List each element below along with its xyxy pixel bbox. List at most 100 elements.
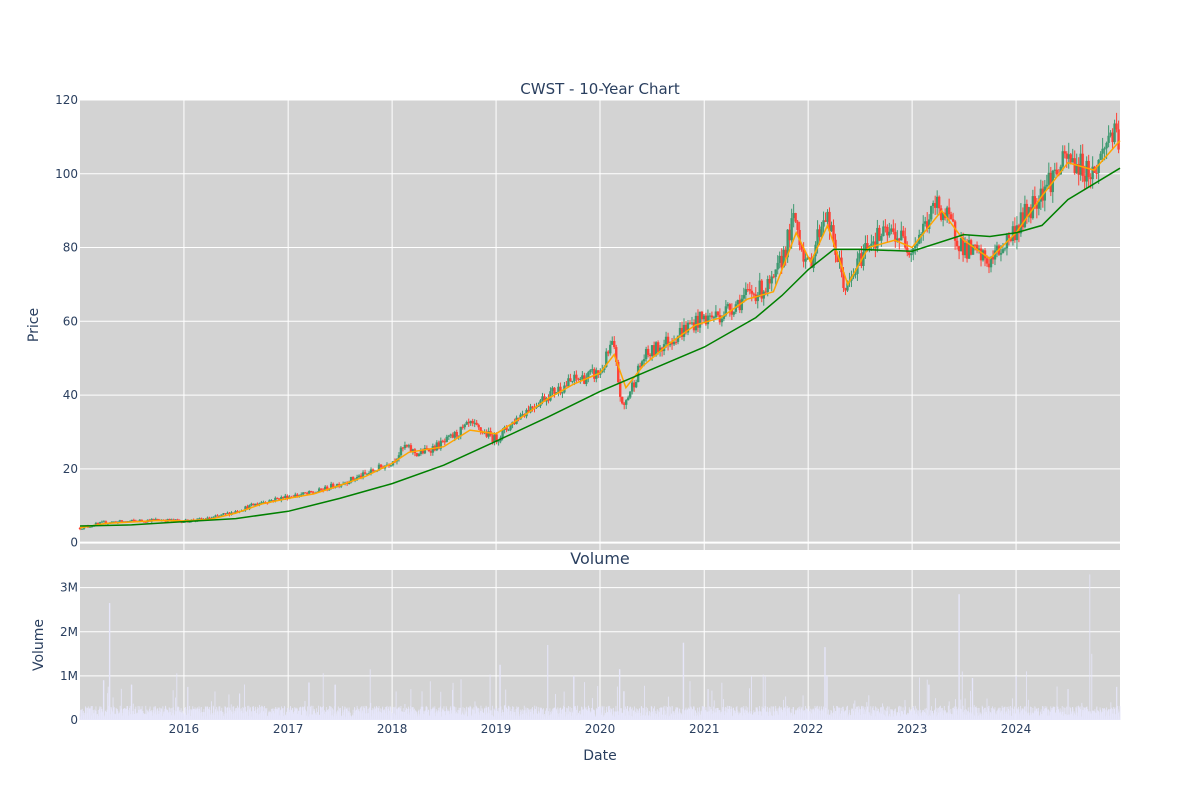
candle-body	[690, 322, 694, 324]
volume-bar	[127, 709, 129, 720]
volume-bar	[307, 706, 308, 720]
volume-bar	[791, 708, 793, 720]
candle-body	[423, 448, 427, 454]
volume-bar	[651, 711, 653, 720]
volume-bar	[905, 706, 906, 720]
volume-bar	[880, 707, 882, 720]
volume-bar	[1007, 708, 1009, 720]
candle-body	[991, 256, 995, 260]
volume-bar	[982, 709, 984, 720]
volume-bar	[488, 713, 490, 720]
candle-body	[252, 503, 255, 506]
candle-body	[979, 248, 983, 261]
volume-bar	[111, 712, 113, 720]
volume-bar	[697, 711, 699, 720]
volume-bar	[1068, 714, 1070, 720]
volume-bar	[907, 712, 908, 720]
candle-body	[686, 322, 690, 333]
volume-bar	[123, 708, 125, 720]
volume-bar	[335, 684, 336, 720]
volume-bar	[230, 704, 232, 720]
volume-bar	[199, 713, 201, 720]
volume-bar	[404, 710, 406, 720]
volume-bar	[421, 691, 423, 720]
volume-bar	[269, 712, 271, 720]
volume-bar	[407, 706, 409, 720]
volume-y-tick: 3M	[60, 581, 78, 595]
candle-body	[928, 219, 931, 229]
volume-bar	[109, 707, 111, 720]
candle-body	[441, 440, 445, 442]
volume-bar	[781, 712, 783, 720]
volume-bar	[262, 707, 264, 720]
volume-bar	[851, 708, 853, 720]
volume-bar	[215, 712, 217, 720]
volume-bar	[421, 706, 423, 720]
volume-bar	[1036, 708, 1038, 720]
volume-bar	[1012, 708, 1014, 720]
candle-body	[830, 225, 833, 232]
candle-body	[216, 515, 219, 517]
candle-body	[621, 396, 624, 404]
volume-bar	[1014, 714, 1016, 720]
volume-bar	[211, 714, 213, 720]
volume-bar	[1010, 706, 1012, 720]
candle-body	[1071, 158, 1074, 163]
candle-body	[822, 220, 825, 227]
volume-bar	[444, 715, 446, 720]
candle-body	[818, 229, 821, 238]
candle-body	[226, 512, 229, 514]
candle-body	[758, 280, 761, 295]
candle-body	[405, 444, 409, 447]
volume-bar	[679, 712, 681, 720]
candle-body	[617, 361, 620, 383]
volume-bar	[1000, 710, 1002, 720]
volume-bar	[386, 705, 388, 720]
volume-bar	[549, 708, 551, 720]
volume-bar	[773, 715, 775, 720]
candle-body	[323, 486, 327, 491]
volume-bar	[1023, 706, 1025, 720]
volume-bar	[396, 709, 398, 720]
volume-bar	[434, 706, 436, 720]
volume-bar	[446, 711, 448, 720]
volume-bar	[951, 713, 952, 720]
volume-bar	[1110, 702, 1112, 720]
volume-bar	[97, 709, 99, 720]
volume-bar	[603, 710, 605, 720]
volume-bar	[434, 716, 436, 720]
candle-body	[140, 519, 143, 522]
candle-body	[888, 231, 891, 236]
volume-bar	[882, 703, 883, 720]
volume-bar	[919, 677, 920, 720]
volume-bar	[496, 708, 498, 720]
volume-bar	[764, 675, 766, 720]
volume-bar	[863, 707, 864, 720]
volume-bar	[205, 707, 207, 720]
volume-bar	[598, 706, 599, 720]
volume-bar	[650, 716, 651, 720]
volume-bar	[169, 711, 171, 720]
volume-bar	[964, 710, 965, 720]
candle-body	[312, 492, 315, 494]
volume-bar	[478, 708, 480, 720]
volume-bar	[512, 712, 514, 720]
candle-body	[619, 382, 622, 397]
volume-bar	[630, 707, 631, 720]
candle-body	[698, 311, 702, 328]
volume-bar	[189, 715, 191, 720]
volume-bar	[665, 706, 667, 720]
volume-bar	[382, 709, 384, 720]
volume-bar	[163, 711, 165, 720]
candle-body	[1049, 172, 1052, 193]
candle-body	[308, 490, 311, 494]
volume-bar	[947, 712, 948, 720]
candle-body	[967, 240, 971, 259]
moving-average-lines	[79, 140, 1121, 529]
volume-bar	[1086, 706, 1088, 720]
volume-bar	[147, 710, 149, 720]
candle-body	[471, 420, 474, 424]
candle-body	[644, 348, 648, 360]
candle-body	[270, 500, 273, 502]
volume-bar	[1002, 714, 1004, 720]
